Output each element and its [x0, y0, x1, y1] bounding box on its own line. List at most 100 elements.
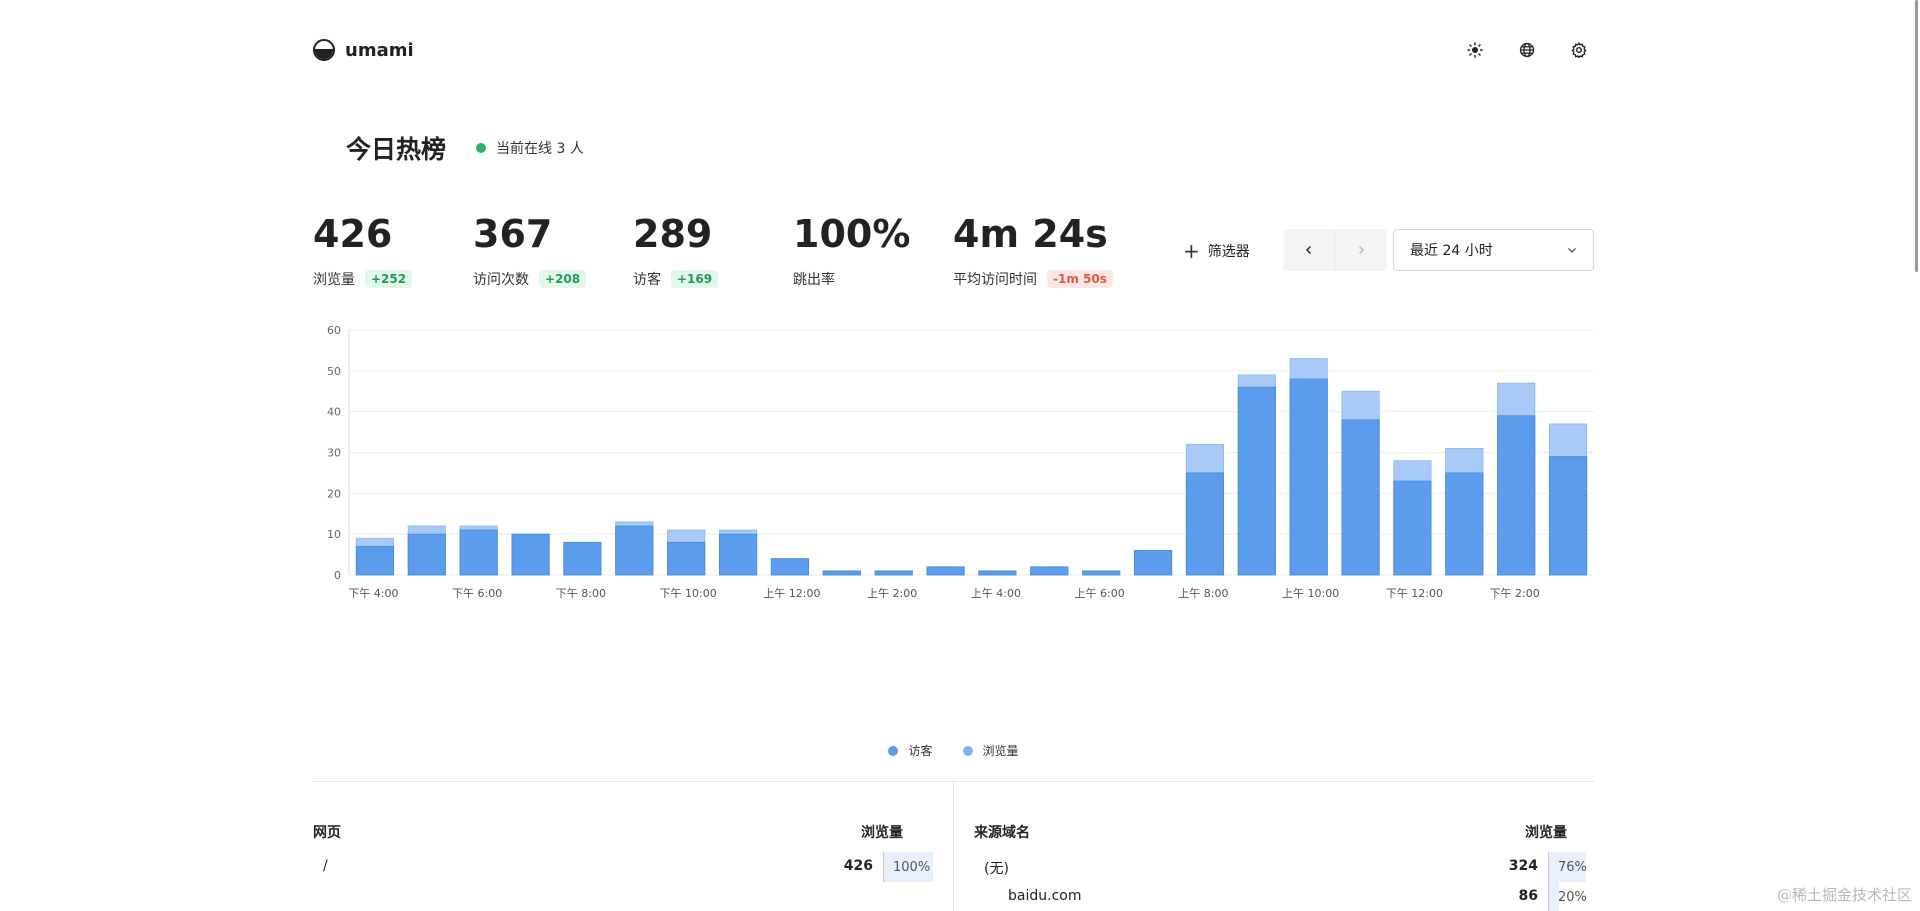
x-tick-label: 上午 6:00 [1075, 587, 1125, 600]
table-header: 网页 浏览量 [313, 822, 953, 842]
legend-dot-icon [888, 745, 899, 756]
bar-visitors [1497, 415, 1536, 576]
next-period-button[interactable] [1335, 229, 1387, 271]
chart-svg: 0 10 20 30 40 50 60 下午 4:00 下午 6:00 下午 8:00 下午 10:… [327, 324, 1594, 600]
legend-label: 访客 [908, 744, 933, 758]
y-tick-label: 0 [334, 569, 341, 582]
bar-visitors [355, 546, 395, 576]
table-row[interactable]: baidu.com 86 20% [954, 882, 1594, 911]
top-header: umami [313, 28, 1594, 72]
y-tick-label: 50 [327, 365, 341, 378]
legend-item-visitors[interactable]: 访客 [888, 742, 933, 759]
date-range-select[interactable]: 最近 24 小时 [1393, 229, 1594, 271]
change-badge: +169 [671, 270, 719, 288]
referrer-domain[interactable]: (无) [984, 861, 1009, 877]
bar-visitors [770, 558, 810, 576]
x-tick-label: 上午 8:00 [1178, 587, 1228, 600]
row-value: 324 [1508, 858, 1538, 874]
app-logo[interactable]: umami [313, 39, 414, 61]
row-percent: 76% [1548, 852, 1598, 882]
dashboard: umami 今日热榜 当前在线 3 人 426 浏览量 +252 [313, 0, 1594, 911]
x-tick-label: 下午 10:00 [660, 587, 717, 600]
bar-visitors [459, 529, 498, 576]
online-dot-icon [476, 143, 487, 153]
chevron-left-icon [1305, 245, 1311, 255]
metric-label: 访问次数 [473, 272, 529, 288]
online-text: 当前在线 3 人 [496, 141, 584, 157]
online-indicator: 当前在线 3 人 [476, 138, 584, 158]
change-badge: +208 [539, 270, 587, 288]
row-value: 86 [1518, 888, 1538, 904]
plus-icon: + [1183, 239, 1200, 263]
metric-value: 426 [313, 212, 393, 256]
percent-fill [1549, 882, 1559, 911]
bar-visitors [1237, 386, 1276, 576]
bar-visitors [926, 566, 965, 576]
app-name: umami [345, 39, 414, 61]
metric-avg-visit-time: 4m 24s 平均访问时间 -1m 50s [953, 210, 1153, 290]
bar-visitors [563, 541, 602, 576]
legend-label: 浏览量 [982, 744, 1019, 758]
x-tick-label: 上午 4:00 [971, 587, 1021, 600]
percent-fill [1549, 852, 1587, 882]
metric-pageviews: 426 浏览量 +252 [313, 210, 473, 290]
x-tick-label: 上午 2:00 [867, 587, 917, 600]
x-tick-label: 下午 2:00 [1490, 587, 1540, 600]
sun-icon[interactable] [1460, 35, 1490, 65]
row-value: 426 [843, 858, 873, 874]
gear-icon[interactable] [1564, 35, 1594, 65]
add-filter-button[interactable]: + 筛选器 [1183, 236, 1250, 266]
metric-label: 访客 [633, 272, 661, 288]
metric-visitors: 289 访客 +169 [633, 210, 793, 290]
table-row[interactable]: / 426 100% [313, 852, 953, 882]
x-tick-label: 下午 4:00 [348, 587, 398, 600]
column-name-header: 网页 [313, 825, 341, 841]
table-row[interactable]: (无) 324 76% [954, 852, 1594, 882]
page-scrollbar[interactable] [1915, 0, 1918, 272]
x-tick-label: 上午 12:00 [763, 587, 820, 600]
bar-visitors [718, 533, 758, 576]
title-row: 今日热榜 当前在线 3 人 [346, 130, 584, 166]
legend-dot-icon [962, 745, 973, 756]
bar-visitors [1289, 378, 1328, 576]
bar-visitors [1445, 472, 1484, 576]
metric-value: 100% [793, 212, 911, 256]
globe-icon[interactable] [1512, 35, 1542, 65]
filter-label: 筛选器 [1207, 244, 1250, 260]
x-tick-label: 下午 8:00 [556, 587, 606, 600]
referrer-domain[interactable]: baidu.com [1008, 888, 1082, 904]
prev-period-button[interactable] [1283, 229, 1335, 271]
change-badge: +252 [365, 270, 413, 288]
watermark: @稀土掘金技术社区 [1776, 886, 1912, 904]
bar-visitors [822, 570, 861, 576]
y-tick-label: 20 [327, 487, 341, 500]
x-tick-label: 上午 10:00 [1282, 587, 1339, 600]
header-actions [1460, 28, 1594, 72]
bar-visitors [978, 570, 1017, 576]
metric-bounce-rate: 100% 跳出率 [793, 210, 953, 290]
bar-visitors [1393, 480, 1432, 576]
bar-visitors [407, 533, 446, 576]
referrers-table: 来源域名 浏览量 (无) 324 76% baidu.com 86 20% [953, 782, 1594, 911]
y-tick-label: 30 [327, 447, 341, 460]
bar-visitors [1133, 550, 1173, 576]
pages-table: 网页 浏览量 / 426 100% [313, 782, 953, 911]
x-tick-label: 下午 12:00 [1386, 587, 1443, 600]
bar-visitors [1548, 456, 1588, 576]
y-tick-label: 60 [327, 324, 341, 337]
metric-label: 浏览量 [313, 272, 355, 288]
metric-label: 跳出率 [793, 272, 835, 288]
bar-visitors [1082, 570, 1121, 576]
x-tick-label: 下午 6:00 [452, 587, 502, 600]
bar-visitors [1341, 419, 1380, 576]
y-tick-label: 10 [327, 528, 341, 541]
metrics-bar: 426 浏览量 +252 367 访问次数 +208 289 访客 +169 1… [313, 210, 1153, 290]
metric-label: 平均访问时间 [953, 272, 1037, 288]
bar-visitors [1185, 472, 1225, 576]
column-name-header: 来源域名 [974, 825, 1030, 841]
pageviews-chart: 0 10 20 30 40 50 60 下午 4:00 下午 6:00 下午 8:00 下午 10:… [313, 318, 1594, 718]
chart-legend: 访客 浏览量 [313, 742, 1594, 759]
metric-value: 4m 24s [953, 212, 1108, 256]
page-path[interactable]: / [323, 858, 328, 874]
legend-item-pageviews[interactable]: 浏览量 [962, 742, 1019, 759]
